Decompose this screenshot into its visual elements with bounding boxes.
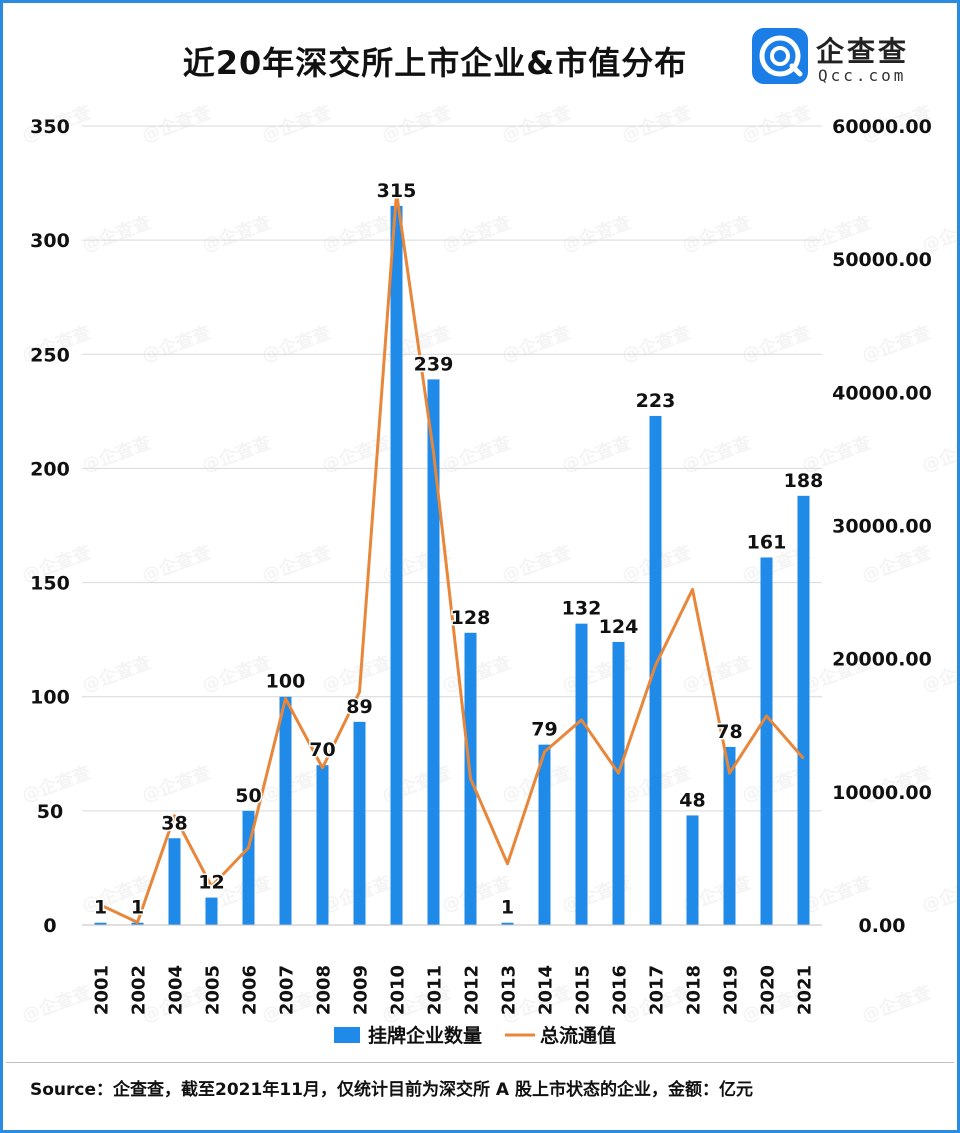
- footer: Source：企查查，截至2021年11月，仅统计目前为深交所 A 股上市状态的…: [6, 1062, 954, 1103]
- data-label: 48: [679, 789, 705, 811]
- x-tick-label: 2015: [573, 965, 594, 1015]
- y-left-tick-label: 250: [30, 344, 70, 366]
- source-note: Source：企查查，截至2021年11月，仅统计目前为深交所 A 股上市状态的…: [30, 1080, 753, 1100]
- bar: [131, 922, 144, 925]
- chart-title: 近20年深交所上市企业&市值分布: [182, 44, 688, 82]
- x-tick-label: 2007: [277, 965, 298, 1015]
- bar: [353, 721, 366, 925]
- data-label: 132: [562, 598, 602, 620]
- x-tick-label: 2004: [166, 965, 187, 1015]
- data-label: 12: [198, 872, 224, 894]
- x-tick-label: 2012: [462, 965, 483, 1015]
- x-tick-label: 2009: [351, 965, 372, 1015]
- data-label: 78: [716, 721, 742, 743]
- x-tick-label: 2006: [240, 965, 261, 1015]
- x-tick-label: 2013: [499, 965, 520, 1015]
- y-right-tick-label: 40000.00: [832, 382, 932, 404]
- x-tick-label: 2011: [425, 965, 446, 1015]
- bar: [94, 922, 107, 925]
- bar: [760, 557, 773, 925]
- y-right-tick-label: 60000.00: [832, 116, 932, 138]
- data-label: 161: [747, 531, 787, 553]
- bar: [427, 379, 440, 925]
- x-tick-label: 2020: [758, 965, 779, 1015]
- series-line: [99, 191, 805, 924]
- qcc-logo-icon: [752, 28, 808, 84]
- data-label: 1: [501, 897, 514, 919]
- bar: [390, 205, 403, 925]
- x-tick-label: 2021: [795, 965, 816, 1015]
- x-tick-label: 2002: [129, 965, 150, 1015]
- data-label: 50: [235, 785, 261, 807]
- bar: [501, 922, 514, 925]
- y-left-tick-label: 350: [30, 116, 70, 138]
- bar: [168, 838, 181, 925]
- data-label: 124: [599, 616, 639, 638]
- data-label: 1: [131, 897, 144, 919]
- x-tick-label: 2005: [203, 965, 224, 1015]
- bar: [205, 897, 218, 925]
- y-right-tick-label: 30000.00: [832, 516, 932, 538]
- logo-text-en: Qcc.com: [818, 66, 907, 85]
- x-tick-label: 2010: [388, 965, 409, 1015]
- logo-text-cn: 企查查: [816, 35, 910, 68]
- bar: [797, 495, 810, 925]
- legend-swatch-bar: [334, 1027, 360, 1043]
- data-label: 89: [346, 696, 372, 718]
- y-left-tick-label: 100: [30, 687, 70, 709]
- data-label: 38: [161, 812, 187, 834]
- y-left-tick-label: 0: [43, 915, 56, 937]
- bar: [538, 744, 551, 925]
- bar: [316, 765, 329, 925]
- x-tick-label: 2014: [536, 965, 557, 1015]
- x-tick-label: 2017: [647, 965, 668, 1015]
- x-tick-label: 2008: [314, 965, 335, 1015]
- data-label: 239: [414, 353, 454, 375]
- bar: [612, 641, 625, 925]
- bar: [723, 746, 736, 925]
- x-tick-label: 2016: [610, 965, 631, 1015]
- bar: [686, 815, 699, 925]
- y-right-tick-label: 0.00: [859, 915, 906, 937]
- bar: [279, 696, 292, 925]
- brand-logo: 企查查 Qcc.com: [752, 28, 932, 90]
- y-right-tick-label: 20000.00: [832, 649, 932, 671]
- data-label: 315: [377, 180, 417, 202]
- y-left-tick-label: 50: [37, 801, 63, 823]
- data-label: 128: [451, 607, 491, 629]
- bar: [649, 415, 662, 925]
- y-left-tick-label: 150: [30, 573, 70, 595]
- data-label: 188: [784, 470, 824, 492]
- x-tick-label: 2018: [684, 965, 705, 1015]
- data-label: 70: [309, 739, 335, 761]
- legend-label: 总流通值: [540, 1024, 616, 1047]
- data-label: 79: [531, 719, 557, 741]
- data-label: 1: [94, 897, 107, 919]
- bar: [575, 623, 588, 925]
- y-left-tick-label: 300: [30, 230, 70, 252]
- data-label: 100: [266, 671, 306, 693]
- data-label: 223: [636, 390, 676, 412]
- y-right-tick-label: 10000.00: [832, 782, 932, 804]
- x-tick-label: 2001: [92, 965, 113, 1015]
- legend-label: 挂牌企业数量: [368, 1024, 482, 1047]
- x-tick-label: 2019: [721, 965, 742, 1015]
- y-left-tick-label: 200: [30, 458, 70, 480]
- y-right-tick-label: 50000.00: [832, 249, 932, 271]
